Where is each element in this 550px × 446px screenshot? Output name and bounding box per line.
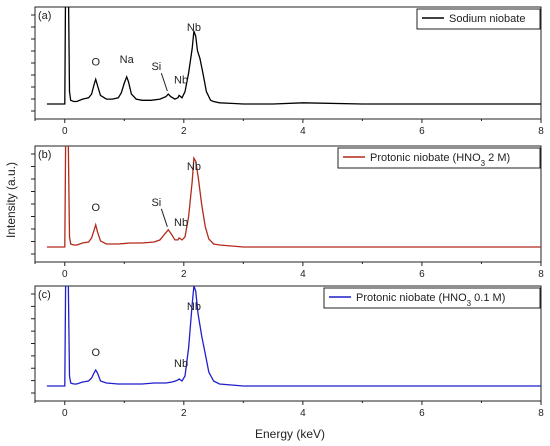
panel-2: 0 2 4 6 8(c) Protonic niobate (HNO3 0.1 M)ONb… [31,285,544,419]
spectrum-line [46,7,541,105]
x-tick-label: 2 [181,408,187,419]
x-axis-label: Energy (keV) [255,427,325,441]
spectrum-line [46,146,541,248]
panel-label: (c) [38,289,51,301]
x-tick-label: 8 [538,126,544,137]
x-tick-label: 2 [181,126,187,137]
annotation-arrow [160,72,168,92]
peak-annotation: Nb [174,358,188,370]
panel-1: 0 2 4 6 8 (b) Protonic niobate (HNO3 2 M) O Si Nb… [31,145,544,280]
x-tick-label: 6 [419,408,425,419]
peak-annotation: O [91,56,100,68]
x-tick-label: 6 [419,126,425,137]
legend-box [323,287,541,309]
x-tick-label: 0 [62,269,68,280]
panel-label: (a) [38,10,51,22]
panels: 0 2 4 6 8 (a) Sodium niobate O Na Si Nb Nb 0 2 4 6 8 (b) P… [31,6,544,419]
peak-annotation: Nb [187,161,201,173]
peak-annotation: O [91,202,100,214]
x-tick-label: 4 [300,269,306,280]
x-tick-label: 8 [538,269,544,280]
peak-annotation: O [91,347,100,359]
peak-annotation: Si [151,197,161,209]
x-tick-label: 6 [419,269,425,280]
legend-label: Protonic niobate (HNO3 2 M) [370,152,510,168]
panel-0: 0 2 4 6 8 (a) Sodium niobate O Na Si Nb Nb [31,6,544,137]
peak-annotation: Nb [174,217,188,229]
legend-box [416,8,541,30]
peak-annotation: Nb [187,301,201,313]
panel-label: (b) [38,149,51,161]
x-tick-label: 0 [62,126,68,137]
x-tick-label: 4 [300,126,306,137]
peak-annotation: Na [120,54,135,66]
peak-annotation: Si [151,61,161,73]
x-tick-label: 4 [300,408,306,419]
x-tick-label: 2 [181,269,187,280]
x-tick-label: 8 [538,408,544,419]
spectrum-line [46,286,541,387]
y-axis-label: Intensity (a.u.) [4,162,18,238]
peak-annotation: Nb [187,22,201,34]
legend-box [337,147,541,169]
x-tick-label: 0 [62,408,68,419]
peak-annotation: Nb [174,74,188,86]
legend-label: Sodium niobate [449,13,525,25]
annotation-arrow [160,208,168,227]
